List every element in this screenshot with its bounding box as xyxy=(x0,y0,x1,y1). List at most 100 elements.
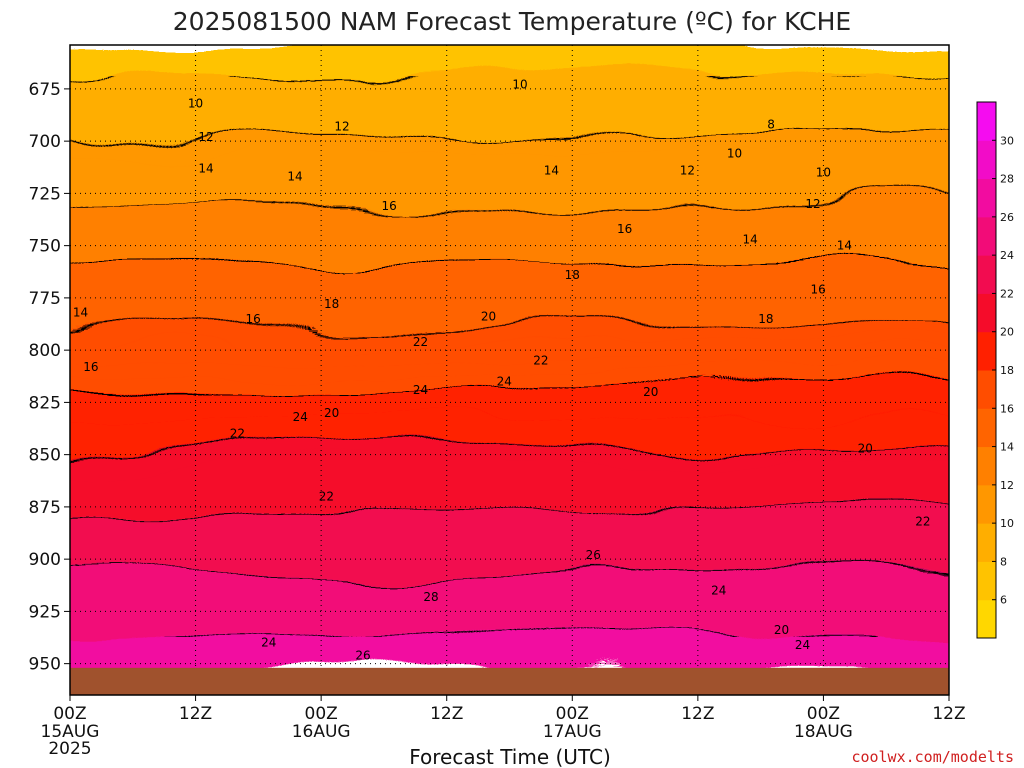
isotherm-label: 24 xyxy=(795,638,810,652)
y-tick-label: 875 xyxy=(29,498,61,518)
x-tick-label: 12Z xyxy=(430,704,463,724)
temperature-band xyxy=(70,402,949,420)
colorbar-swatch xyxy=(977,561,996,601)
temperature-band xyxy=(70,308,949,327)
temperature-band xyxy=(70,277,949,296)
temperature-band xyxy=(70,168,949,187)
x-tick-date-label: 18AUG xyxy=(794,722,853,742)
isotherm-label: 16 xyxy=(245,312,260,326)
isotherm-contours xyxy=(70,75,949,638)
colorbar-swatch xyxy=(977,140,996,180)
y-tick-label: 800 xyxy=(29,341,61,361)
temperature-band xyxy=(70,184,949,202)
isotherm-label: 12 xyxy=(198,130,213,144)
colorbar-tick-label: 20 xyxy=(1000,326,1014,339)
isotherm-label: 26 xyxy=(355,648,370,662)
ground-surface xyxy=(70,667,949,695)
temperature-band xyxy=(70,604,949,623)
plot-area: 10 10 8 12 12 12 10 10 12 14 14 14 16 16 14 14 18 16 14 16 1… xyxy=(70,45,949,695)
isotherm-label: 20 xyxy=(324,406,339,420)
isotherm-label: 18 xyxy=(565,268,580,282)
temperature-band xyxy=(70,215,949,233)
temperature-band xyxy=(70,448,949,467)
isotherm-labels: 10 10 8 12 12 12 10 10 12 14 14 14 16 16 14 14 18 16 14 16 1… xyxy=(73,78,931,663)
plot-frame xyxy=(69,44,950,696)
isotherm-label: 14 xyxy=(198,161,213,175)
colorbar-tick-label: 26 xyxy=(1000,211,1014,224)
temperature-band xyxy=(70,59,949,78)
isotherm-label: 10 xyxy=(188,97,203,111)
isotherm-label: 14 xyxy=(287,170,302,184)
y-tick-label: 900 xyxy=(29,550,61,570)
x-tick-label: 00Z xyxy=(305,704,338,724)
isotherm-label: 24 xyxy=(413,383,428,397)
isotherm-label: 20 xyxy=(858,441,873,455)
colorbar-swatch xyxy=(977,178,996,218)
isotherm-label: 10 xyxy=(512,78,527,92)
colorbar-swatch xyxy=(977,408,996,448)
colorbar-tick-label: 18 xyxy=(1000,364,1014,377)
temperature-band xyxy=(70,511,949,529)
isotherm-label: 20 xyxy=(481,310,496,324)
isotherm-label: 16 xyxy=(811,283,826,297)
temperature-band xyxy=(70,464,949,482)
isotherm-label: 24 xyxy=(293,410,308,424)
isotherm-label: 22 xyxy=(319,489,334,503)
colorbar-tick-label: 8 xyxy=(1000,555,1007,568)
colorbar-swatch xyxy=(977,599,996,639)
x-tick-year-label: 2025 xyxy=(48,739,91,759)
isotherm-label: 12 xyxy=(680,163,695,177)
temperature-band xyxy=(70,588,949,607)
isotherm-label: 16 xyxy=(83,360,98,374)
isotherm-label: 16 xyxy=(617,222,632,236)
colorbar-tick-label: 10 xyxy=(1000,517,1014,530)
temperature-band xyxy=(70,557,949,576)
isotherm-label: 24 xyxy=(261,636,276,650)
temperature-band xyxy=(70,137,949,155)
temperature-band xyxy=(70,324,949,342)
colorbar-swatch xyxy=(977,523,996,562)
colorbar-swatch xyxy=(977,293,996,333)
temperature-band xyxy=(70,479,949,498)
colorbar-swatch xyxy=(977,484,996,524)
colorbar-tick-label: 22 xyxy=(1000,287,1014,300)
temperature-band xyxy=(70,152,949,171)
temperature-band xyxy=(70,121,949,140)
temperature-band xyxy=(70,635,949,654)
y-tick-label: 950 xyxy=(29,655,61,675)
colorbar-swatch xyxy=(977,216,996,256)
isotherm-label: 20 xyxy=(643,385,658,399)
colorbar-tick-label: 12 xyxy=(1000,479,1014,492)
temperature-band xyxy=(70,386,949,405)
colorbar-tick-label: 6 xyxy=(1000,594,1007,607)
colorbar-tick-label: 14 xyxy=(1000,441,1014,454)
isotherm-label: 14 xyxy=(73,306,88,320)
y-tick-label: 925 xyxy=(29,602,61,622)
y-tick-label: 850 xyxy=(29,446,61,466)
isotherm-label: 22 xyxy=(533,354,548,368)
temperature-band xyxy=(70,106,949,124)
credit-link[interactable]: coolwx.com/modelts xyxy=(851,748,1014,766)
temperature-band xyxy=(70,293,949,311)
temperature-band xyxy=(70,199,949,218)
x-tick-date-label: 16AUG xyxy=(292,722,351,742)
isotherm-label: 20 xyxy=(774,623,789,637)
x-tick-label: 12Z xyxy=(179,704,212,724)
y-tick-label: 700 xyxy=(29,132,61,152)
temperature-band xyxy=(70,417,949,436)
temperature-band xyxy=(70,45,949,62)
isotherm-label: 22 xyxy=(915,515,930,529)
temperature-band xyxy=(70,339,949,358)
colorbar-swatch xyxy=(977,255,996,294)
isotherm-label: 8 xyxy=(767,117,775,131)
isotherm-label: 10 xyxy=(816,165,831,179)
isotherm-label: 14 xyxy=(837,239,852,253)
colorbar: 6 8 10 12 14 16 18 20 22 24 26 28 30 xyxy=(976,101,1014,639)
colorbar-swatch xyxy=(977,331,996,371)
isotherm-label: 22 xyxy=(413,335,428,349)
x-tick-label: 12Z xyxy=(932,704,965,724)
y-tick-label: 750 xyxy=(29,237,61,257)
temperature-band xyxy=(70,542,949,560)
isotherm-label: 22 xyxy=(230,427,245,441)
